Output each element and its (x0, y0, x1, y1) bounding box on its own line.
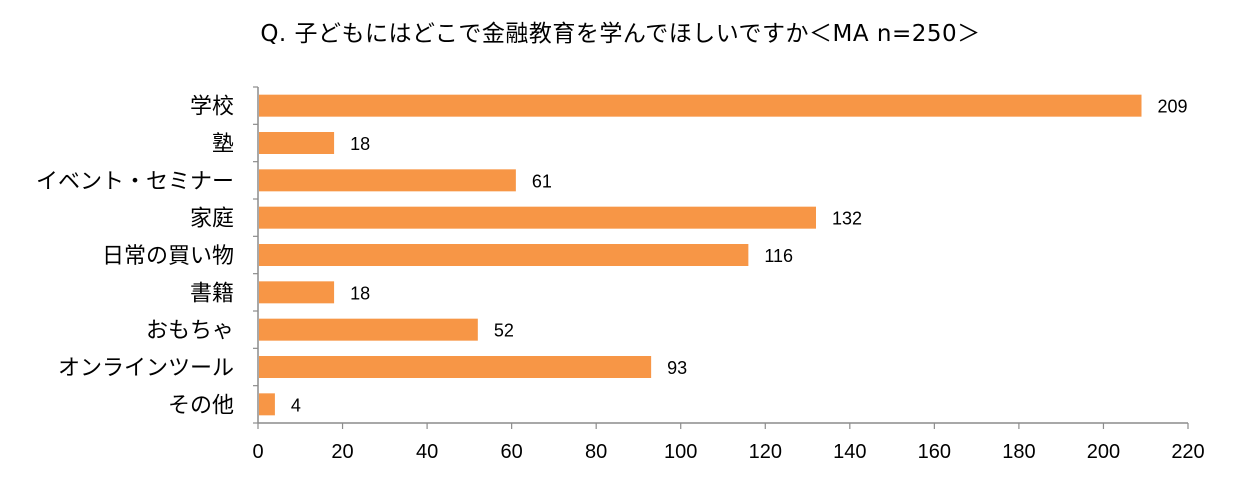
value-label: 116 (764, 246, 793, 266)
bar (259, 356, 652, 378)
bar (259, 318, 478, 341)
category-label: イベント・セミナー (36, 169, 234, 194)
bar (259, 132, 335, 154)
bar (259, 206, 816, 229)
category-label: オンラインツール (58, 356, 234, 381)
x-tick-label: 140 (833, 441, 866, 463)
category-label: 塾 (212, 132, 234, 157)
x-tick-label: 0 (252, 441, 263, 463)
category-label: 書籍 (190, 281, 234, 306)
x-tick-label: 80 (585, 441, 607, 463)
category-label: おもちゃ (146, 319, 234, 344)
value-label: 209 (1158, 97, 1188, 117)
value-label: 132 (832, 209, 862, 229)
category-label: 学校 (190, 95, 234, 120)
value-label: 18 (350, 134, 370, 154)
x-tick-label: 20 (331, 441, 353, 463)
x-tick-label: 220 (1171, 441, 1204, 463)
value-label: 61 (532, 171, 552, 191)
x-tick-label: 40 (416, 441, 438, 463)
value-label: 93 (667, 358, 687, 378)
x-tick-label: 180 (1002, 441, 1035, 463)
bar (259, 169, 516, 192)
category-label: 家庭 (190, 207, 234, 232)
x-tick-label: 200 (1087, 441, 1120, 463)
value-label: 52 (494, 321, 514, 341)
x-tick-label: 160 (918, 441, 951, 463)
category-label: その他 (168, 393, 234, 418)
bar (259, 94, 1142, 117)
bar (259, 244, 749, 266)
chart-title: Q. 子どもにはどこで金融教育を学んでほしいですか＜MA n=250＞ (260, 21, 981, 47)
category-label: 日常の買い物 (102, 244, 234, 269)
x-tick-label: 60 (501, 441, 523, 463)
x-tick-label: 100 (664, 441, 697, 463)
value-label: 18 (350, 283, 370, 303)
x-tick-label: 120 (749, 441, 782, 463)
bar (259, 281, 335, 304)
bar (259, 393, 275, 416)
value-label: 4 (291, 395, 301, 415)
